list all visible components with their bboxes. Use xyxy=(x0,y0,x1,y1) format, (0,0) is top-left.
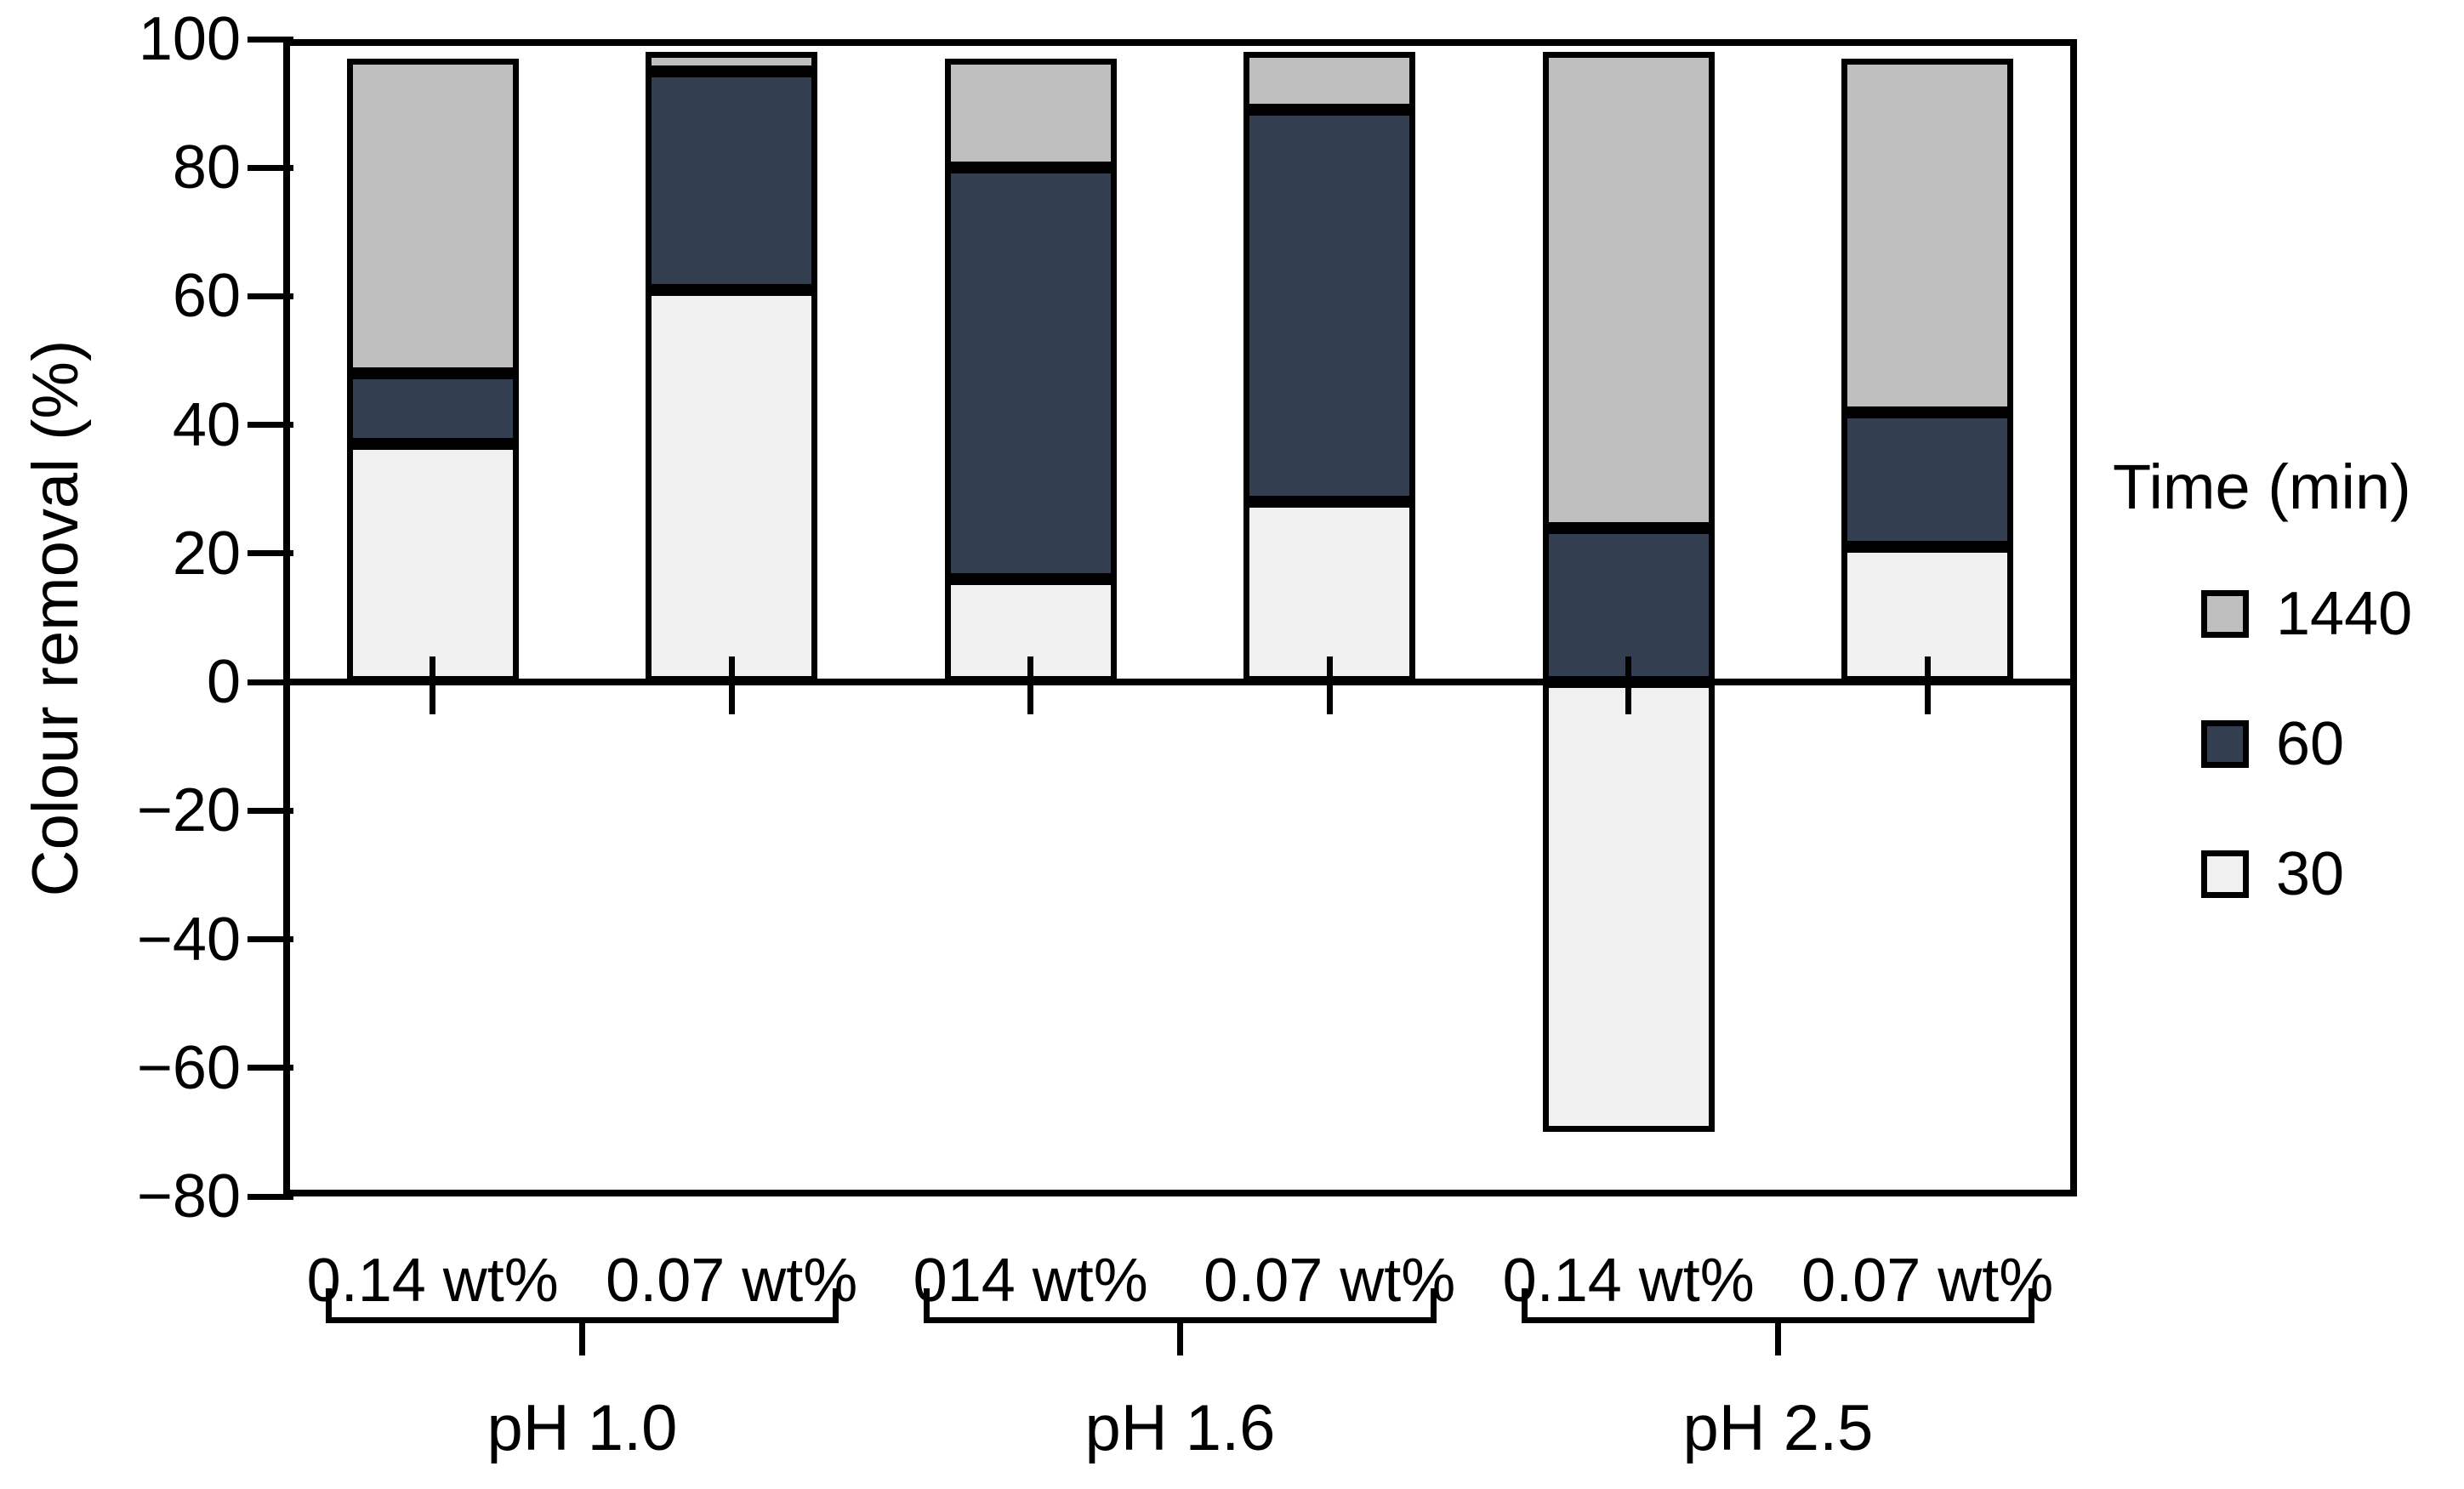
bar-segment-1440 xyxy=(944,58,1117,168)
category-label: 0.07 wt% xyxy=(606,1247,858,1315)
y-axis-tick-label: 0 xyxy=(206,648,241,717)
bar-segment-1440 xyxy=(1243,52,1416,111)
legend-item-label: 1440 xyxy=(2276,580,2413,648)
bar-segment-60 xyxy=(944,168,1117,580)
group-bracket-tick xyxy=(579,1317,585,1355)
group-bracket-end xyxy=(833,1288,839,1323)
group-bracket-end xyxy=(1431,1288,1437,1323)
y-axis-tick-label: −20 xyxy=(136,776,241,845)
category-tick xyxy=(430,656,436,715)
bar-segment-1440 xyxy=(346,58,519,374)
legend-swatch-1440 xyxy=(2201,590,2249,638)
category-tick xyxy=(1326,656,1333,715)
y-axis-tick xyxy=(248,1193,293,1200)
y-axis-tick-label: 60 xyxy=(172,262,241,331)
y-axis-tick xyxy=(248,293,293,299)
y-axis-title: Colour removal (%) xyxy=(20,339,92,897)
group-bracket-end xyxy=(1521,1288,1528,1323)
legend-swatch-30 xyxy=(2201,850,2249,898)
bar-segment-1440 xyxy=(1841,58,2014,412)
y-axis-tick xyxy=(248,550,293,557)
y-axis-tick-label: −80 xyxy=(136,1162,241,1230)
legend-title: Time (min) xyxy=(2113,452,2411,522)
y-axis-tick xyxy=(248,936,293,943)
y-axis-tick-label: −60 xyxy=(136,1033,241,1102)
category-label: 0.07 wt% xyxy=(1204,1247,1456,1315)
group-bracket-tick xyxy=(1775,1317,1781,1355)
group-bracket-end xyxy=(2029,1288,2035,1323)
y-axis-tick xyxy=(248,679,293,685)
bar-segment-60 xyxy=(1542,527,1715,683)
category-label: 014 wt% xyxy=(913,1247,1148,1315)
y-axis-tick xyxy=(248,164,293,171)
bar-segment-30 xyxy=(346,444,519,683)
legend-swatch-60 xyxy=(2201,720,2249,768)
bar-segment-1440 xyxy=(1542,52,1715,528)
category-tick xyxy=(728,656,735,715)
group-bracket-tick xyxy=(1177,1317,1183,1355)
category-tick xyxy=(1027,656,1034,715)
group-bracket-end xyxy=(325,1288,332,1323)
y-axis-tick-label: 20 xyxy=(172,519,241,588)
legend-item-label: 30 xyxy=(2276,840,2345,908)
bar-segment-30 xyxy=(1841,547,2014,683)
y-axis-tick xyxy=(248,422,293,429)
bar-segment-60 xyxy=(646,71,818,290)
category-tick xyxy=(1924,656,1931,715)
y-axis-tick xyxy=(248,36,293,43)
group-label: pH 1.6 xyxy=(1084,1392,1276,1464)
category-label: 0.14 wt% xyxy=(306,1247,559,1315)
category-label: 0.14 wt% xyxy=(1502,1247,1755,1315)
y-axis-tick-label: 40 xyxy=(172,390,241,459)
bar-segment-30 xyxy=(1243,502,1416,683)
y-axis-tick xyxy=(248,1065,293,1071)
group-bracket-end xyxy=(923,1288,930,1323)
category-tick xyxy=(1625,656,1632,715)
y-axis-tick-label: −40 xyxy=(136,905,241,974)
bar-segment-60 xyxy=(1841,412,2014,548)
y-axis-tick-label: 80 xyxy=(172,134,241,202)
legend-item-label: 60 xyxy=(2276,710,2345,778)
bar-segment-1440 xyxy=(646,52,818,71)
y-axis-tick xyxy=(248,807,293,814)
bar-segment-60 xyxy=(346,373,519,445)
plot-frame xyxy=(283,39,2077,1196)
bar-segment-60 xyxy=(1243,110,1416,503)
group-label: pH 2.5 xyxy=(1682,1392,1874,1464)
y-axis-tick-label: 100 xyxy=(138,5,241,73)
group-label: pH 1.0 xyxy=(487,1392,678,1464)
category-label: 0.07 wt% xyxy=(1801,1247,2054,1315)
x-axis-zero-line xyxy=(283,679,2077,686)
